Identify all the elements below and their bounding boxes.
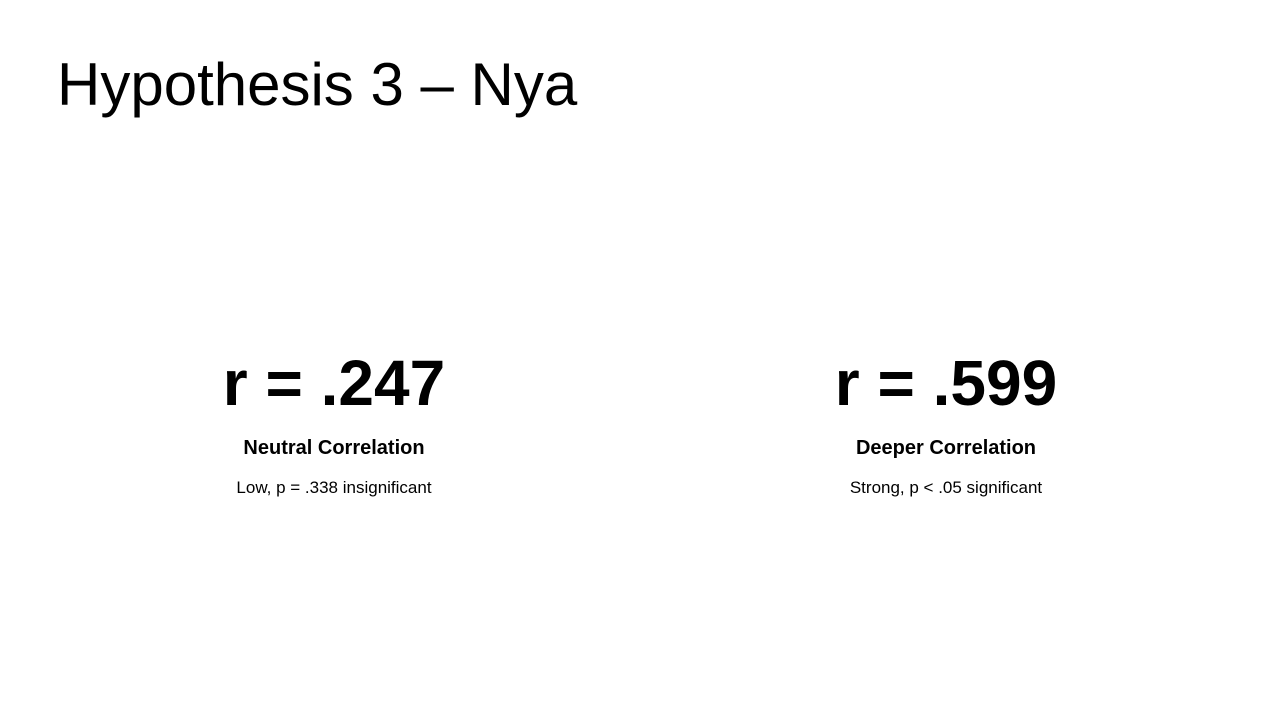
stat-block-neutral: r = .247 Neutral Correlation Low, p = .3…	[57, 351, 611, 496]
stat-block-deeper: r = .599 Deeper Correlation Strong, p < …	[669, 351, 1223, 496]
correlation-caption: Strong, p < .05 significant	[849, 478, 1043, 497]
correlation-value: r = .247	[222, 347, 446, 419]
correlation-label: Neutral Correlation	[243, 437, 425, 459]
slide-title: Hypothesis 3 – Nya	[57, 51, 578, 118]
correlation-caption: Low, p = .338 insignificant	[236, 478, 432, 497]
correlation-value: r = .599	[834, 347, 1058, 419]
correlation-label: Deeper Correlation	[855, 437, 1037, 459]
